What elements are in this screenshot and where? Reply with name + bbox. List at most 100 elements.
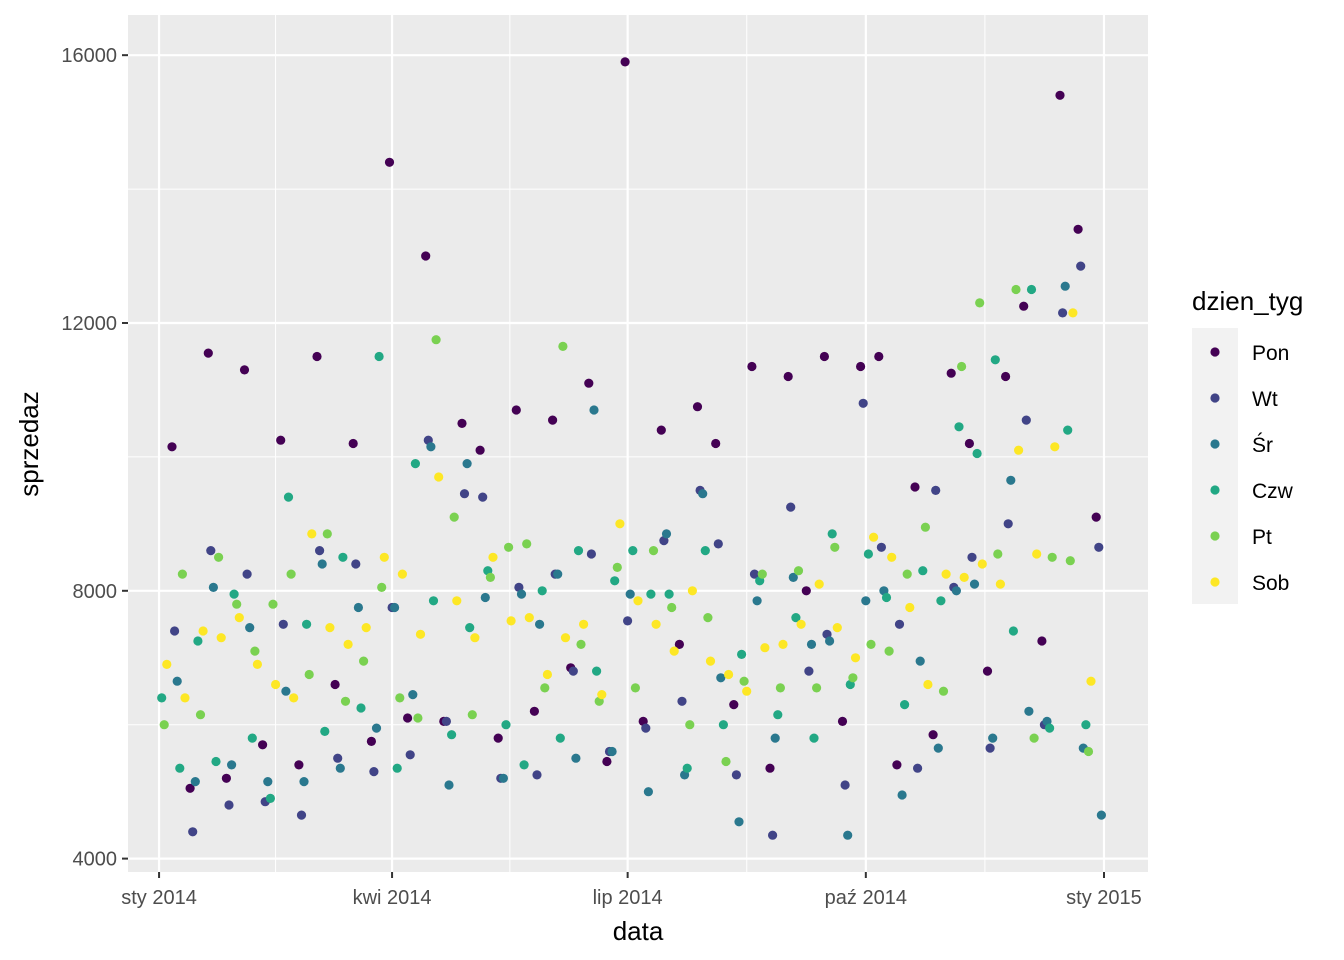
data-point [317,559,327,569]
data-point [1006,475,1016,485]
data-point [972,448,982,459]
data-point [488,552,498,562]
data-point [674,639,685,650]
data-point [475,445,485,455]
data-point [1026,284,1037,295]
data-point [703,613,713,623]
data-point [426,442,436,452]
data-point [359,656,369,666]
data-point [920,522,931,532]
data-point [447,730,457,740]
data-point [1032,549,1042,559]
data-point [216,633,226,643]
data-point [548,415,558,425]
data-point [558,341,568,351]
legend-key-background [1192,328,1238,604]
data-point [335,763,345,773]
data-point [667,602,677,613]
data-point [185,783,195,793]
legend-label: Pt [1252,526,1272,549]
data-point [224,800,234,810]
data-point [522,539,532,549]
data-point [982,666,993,676]
x-axis-title: data [613,916,664,946]
data-point [1021,415,1031,425]
data-points [157,57,1106,840]
legend-items: Pon Wt Śr Czw Pt Sob [1210,342,1294,595]
data-point [299,777,309,787]
data-point [568,666,578,676]
data-point [338,552,348,562]
data-point [190,777,200,787]
data-point [861,596,871,606]
data-point [742,686,752,696]
data-point [900,700,910,710]
data-point [863,549,874,559]
legend-label: Śr [1252,433,1273,457]
data-point [1047,552,1057,562]
data-point [830,542,840,552]
data-point [724,669,734,680]
data-point [602,756,612,767]
data-point [529,706,540,716]
data-point [459,489,470,499]
data-point [814,579,824,589]
data-point [296,810,307,820]
data-point [408,690,418,700]
y-tick-label: 16000 [61,45,117,67]
data-point [915,656,925,666]
data-point [866,639,876,650]
data-point [685,720,695,730]
data-point [271,679,281,690]
data-point [302,619,312,629]
data-point [1063,425,1073,435]
data-point [410,459,420,469]
data-point [936,596,946,606]
data-point [268,599,278,609]
data-point [516,589,527,599]
data-point [607,746,617,757]
data-point [941,569,951,579]
data-point [905,602,915,613]
data-point [641,723,651,733]
data-point [281,686,291,696]
data-point [524,613,534,623]
legend-key [1210,393,1220,403]
data-point [340,696,351,706]
data-point [633,596,643,606]
data-point [646,589,656,599]
y-tick-label: 8000 [73,581,118,603]
data-point [1073,224,1083,234]
data-point [452,596,462,606]
data-point [933,743,943,753]
data-point [892,760,902,770]
y-tick-label: 4000 [73,849,118,871]
data-point [493,733,503,743]
data-point [462,459,472,469]
legend-label: Czw [1252,480,1294,503]
data-point [610,576,620,586]
data-point [809,733,819,743]
data-point [705,656,716,666]
data-point [175,763,185,773]
data-point [928,730,938,740]
data-point [211,756,221,767]
data-point [247,733,257,743]
legend-key [1210,347,1220,357]
data-point [457,418,467,428]
data-point [162,659,172,670]
data-point [716,673,726,683]
data-point [902,569,912,579]
data-point [651,619,661,629]
data-point [157,693,167,703]
data-point [630,683,641,693]
data-point [579,619,589,629]
data-point [1045,723,1055,733]
data-point [250,646,260,656]
data-point [232,599,242,609]
data-point [465,623,475,633]
legend-key [1210,439,1220,449]
data-point [951,586,962,596]
data-point [229,589,239,599]
data-point [918,566,928,576]
